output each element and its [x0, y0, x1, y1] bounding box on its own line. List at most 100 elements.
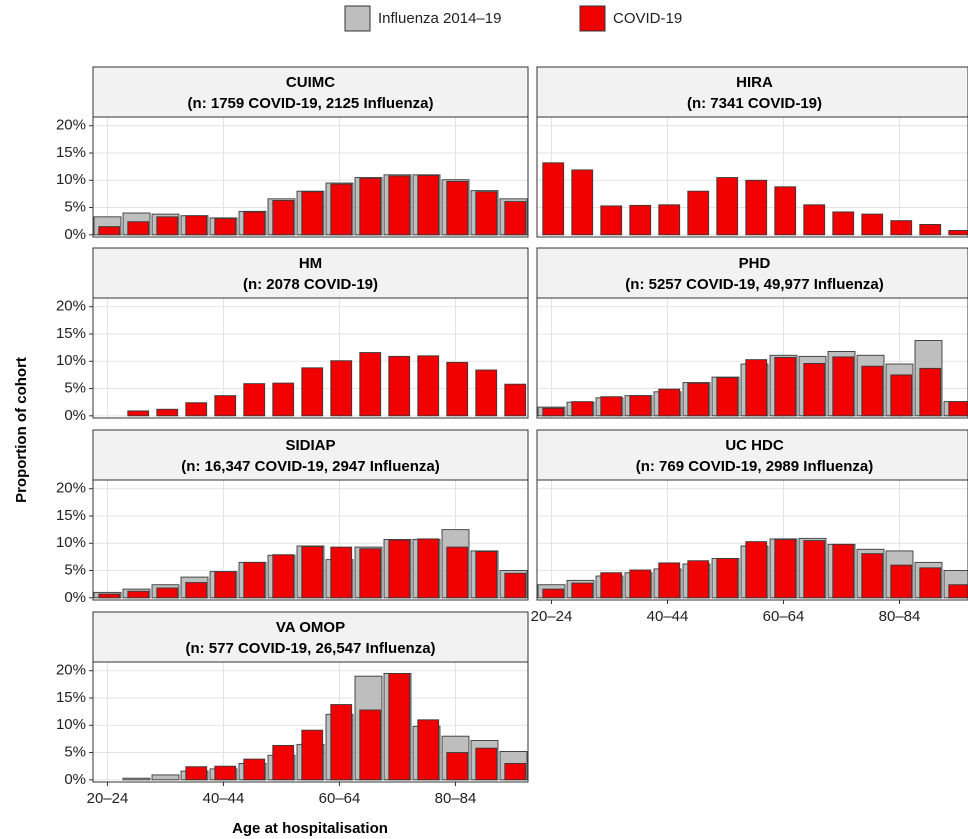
covid-bar [803, 363, 826, 417]
facet-title: SIDIAP [285, 437, 335, 454]
legend-label: Influenza 2014–19 [378, 10, 501, 27]
y-tick-label: 10% [56, 534, 86, 551]
panel-border [536, 297, 968, 419]
covid-bar [948, 230, 968, 236]
covid-bar [475, 369, 498, 417]
covid-bar [243, 758, 266, 781]
covid-bar [446, 546, 469, 599]
covid-bar [774, 186, 797, 236]
covid-bar [417, 174, 440, 236]
covid-bar [658, 562, 681, 599]
covid-bar [600, 396, 623, 417]
x-tick-label: 20–24 [531, 608, 573, 625]
facet-strip [92, 66, 529, 118]
y-tick-label: 5% [64, 380, 86, 397]
panel-border [536, 116, 968, 238]
covid-bar [301, 191, 324, 236]
x-tick-label: 60–64 [319, 790, 361, 807]
x-tick-label: 60–64 [763, 608, 805, 625]
covid-bar [948, 401, 968, 417]
y-tick-label: 15% [56, 689, 86, 706]
covid-bar [716, 177, 739, 236]
facet-strip [536, 429, 968, 481]
covid-bar [890, 564, 913, 599]
covid-bar [600, 572, 623, 599]
covid-bar [272, 382, 295, 417]
covid-bar [127, 221, 150, 236]
y-tick-label: 10% [56, 171, 86, 188]
panel-border [92, 479, 529, 601]
facet-subtitle: (n: 5257 COVID-19, 49,977 Influenza) [625, 276, 883, 293]
covid-bar [504, 201, 527, 236]
influenza-bar [151, 774, 180, 781]
y-axis-label: Proportion of cohort [13, 357, 30, 503]
covid-bar [504, 572, 527, 599]
panel-border [92, 116, 529, 238]
y-tick-label: 5% [64, 562, 86, 579]
covid-bar [359, 177, 382, 236]
facet-subtitle: (n: 2078 COVID-19) [243, 276, 378, 293]
facet-strip [92, 611, 529, 663]
panel-content [537, 298, 968, 418]
covid-bar [243, 211, 266, 236]
y-tick-label: 20% [56, 298, 86, 315]
facet-subtitle: (n: 769 COVID-19, 2989 Influenza) [636, 458, 874, 475]
covid-bar [214, 395, 237, 417]
covid-bar [98, 226, 121, 236]
facet-title: CUIMC [286, 74, 335, 91]
y-tick-label: 0% [64, 226, 86, 243]
covid-bar [98, 593, 121, 599]
covid-bar [600, 205, 623, 236]
panel-content [93, 662, 528, 782]
covid-bar [919, 567, 942, 599]
facet-title: HM [299, 255, 322, 272]
covid-bar [745, 541, 768, 599]
covid-bar [716, 377, 739, 417]
covid-bar [156, 216, 179, 236]
legend-swatch [579, 5, 606, 32]
covid-bar [803, 204, 826, 236]
covid-bar [214, 218, 237, 236]
panel-content [537, 480, 968, 600]
covid-bar [388, 175, 411, 236]
covid-bar [948, 584, 968, 599]
covid-bar [890, 220, 913, 236]
covid-bar [919, 224, 942, 236]
covid-bar [330, 704, 353, 781]
influenza-bar [122, 777, 151, 781]
covid-bar [388, 355, 411, 417]
covid-bar [571, 169, 594, 236]
covid-bar [687, 190, 710, 236]
covid-bar [803, 540, 826, 599]
y-tick-label: 0% [64, 589, 86, 606]
covid-bar [504, 763, 527, 781]
covid-bar [919, 367, 942, 417]
covid-bar [446, 361, 469, 417]
x-axis-label: Age at hospitalisation [232, 820, 388, 837]
covid-bar [330, 546, 353, 599]
panel-content [537, 117, 968, 237]
covid-bar [629, 569, 652, 599]
x-tick-label: 20–24 [87, 790, 129, 807]
covid-bar [301, 367, 324, 417]
panel-content [93, 480, 528, 600]
panel-content [93, 117, 528, 237]
y-tick-label: 20% [56, 480, 86, 497]
y-tick-label: 0% [64, 771, 86, 788]
panel-border [92, 661, 529, 783]
x-tick-label: 80–84 [879, 608, 921, 625]
y-tick-label: 5% [64, 199, 86, 216]
covid-bar [687, 560, 710, 599]
covid-bar [214, 571, 237, 599]
covid-bar [861, 553, 884, 599]
covid-bar [475, 747, 498, 781]
covid-bar [774, 357, 797, 417]
covid-bar [185, 215, 208, 236]
covid-bar [446, 180, 469, 236]
facet-subtitle: (n: 7341 COVID-19) [687, 95, 822, 112]
covid-bar [127, 590, 150, 599]
panel-border [536, 479, 968, 601]
x-tick-label: 40–44 [203, 790, 245, 807]
facet-subtitle: (n: 16,347 COVID-19, 2947 Influenza) [181, 458, 439, 475]
